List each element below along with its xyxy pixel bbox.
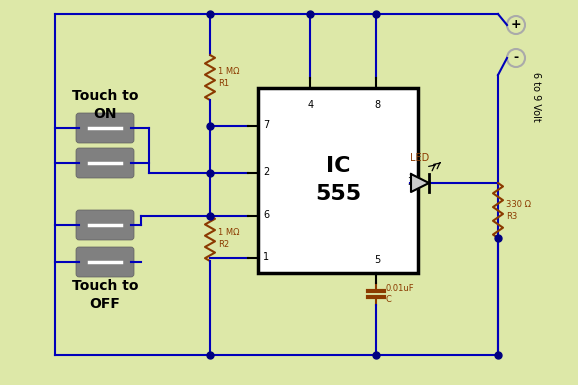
FancyBboxPatch shape [258,88,418,273]
Text: Touch to
OFF: Touch to OFF [72,280,138,311]
Text: 1 MΩ
R1: 1 MΩ R1 [218,67,239,87]
FancyBboxPatch shape [76,247,134,277]
Text: 5: 5 [374,255,380,265]
Text: 6 to 9 Volt: 6 to 9 Volt [531,72,541,121]
Polygon shape [411,174,429,192]
Text: 1 MΩ
R2: 1 MΩ R2 [218,228,239,249]
Text: 6: 6 [263,210,269,220]
Text: 555: 555 [315,184,361,204]
Text: LED: LED [410,153,429,163]
Text: +: + [511,18,521,32]
FancyBboxPatch shape [76,113,134,143]
Text: 1: 1 [263,252,269,262]
Text: 4: 4 [308,100,314,110]
FancyBboxPatch shape [76,210,134,240]
Text: -: - [513,52,518,65]
Text: 8: 8 [374,100,380,110]
FancyBboxPatch shape [76,148,134,178]
Text: 0.01uF
C: 0.01uF C [386,284,414,304]
Text: 2: 2 [263,167,269,177]
Text: Touch to
ON: Touch to ON [72,89,138,121]
Text: 330 Ω
R3: 330 Ω R3 [506,201,531,221]
Text: IC: IC [326,156,350,176]
Text: 7: 7 [263,120,269,130]
Text: 3: 3 [407,177,413,187]
